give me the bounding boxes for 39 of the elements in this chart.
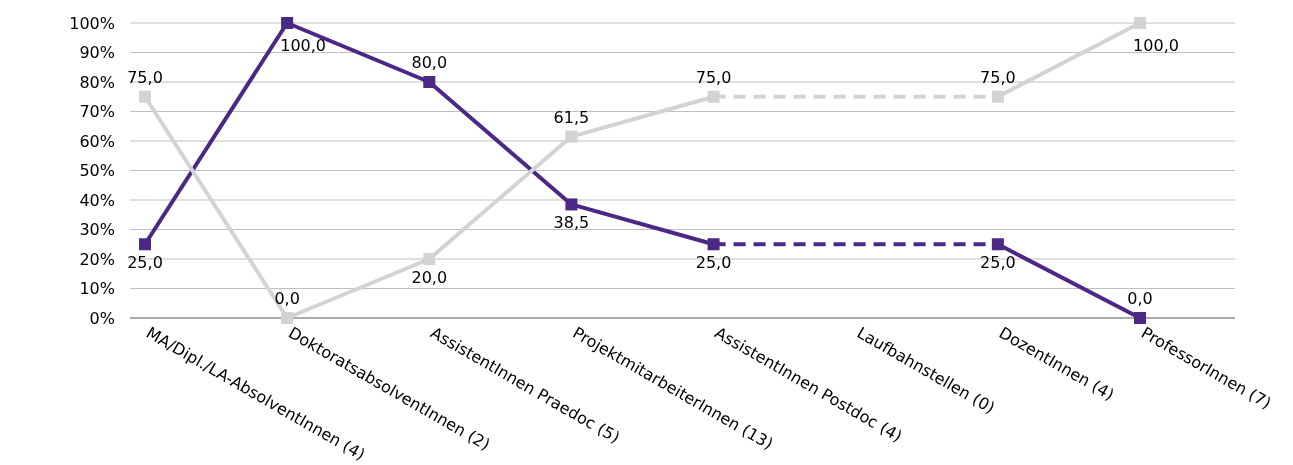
y-tick-label: 60% bbox=[79, 131, 115, 151]
y-tick-label: 70% bbox=[79, 102, 115, 122]
point bbox=[565, 198, 578, 211]
data-label: 25,0 bbox=[695, 253, 732, 273]
point bbox=[707, 238, 720, 251]
point bbox=[991, 238, 1004, 251]
y-tick-label: 30% bbox=[79, 220, 115, 240]
point bbox=[139, 90, 151, 103]
y-tick-label: 10% bbox=[79, 279, 115, 299]
data-label: 100,0 bbox=[280, 36, 327, 55]
data-label: 20,0 bbox=[411, 268, 448, 287]
point bbox=[991, 90, 1004, 103]
y-tick-label: 50% bbox=[79, 161, 115, 181]
data-label: 38,5 bbox=[553, 213, 590, 233]
point bbox=[565, 130, 578, 143]
point bbox=[707, 90, 720, 103]
data-label: 75,0 bbox=[127, 67, 163, 87]
point bbox=[139, 238, 151, 251]
data-label: 61,5 bbox=[553, 107, 590, 127]
data-label: 80,0 bbox=[411, 53, 448, 72]
data-label: 100,0 bbox=[1133, 36, 1179, 55]
data-label: 25,0 bbox=[127, 253, 163, 273]
point bbox=[281, 312, 294, 324]
y-tick-label: 40% bbox=[79, 190, 115, 210]
point bbox=[1134, 312, 1146, 324]
point bbox=[281, 17, 294, 29]
point bbox=[1134, 17, 1146, 29]
data-label: 75,0 bbox=[695, 67, 732, 87]
data-label: 0,0 bbox=[274, 289, 300, 308]
data-label: 25,0 bbox=[980, 253, 1016, 273]
y-tick-label: 90% bbox=[79, 43, 115, 63]
y-tick-label: 80% bbox=[79, 72, 115, 92]
data-label: 75,0 bbox=[980, 67, 1016, 87]
point bbox=[423, 253, 436, 265]
y-tick-label: 0% bbox=[89, 308, 115, 328]
data-label: 0,0 bbox=[1127, 289, 1153, 308]
point bbox=[423, 76, 436, 88]
y-tick-label: 100% bbox=[69, 13, 115, 33]
y-tick-label: 20% bbox=[79, 249, 115, 269]
